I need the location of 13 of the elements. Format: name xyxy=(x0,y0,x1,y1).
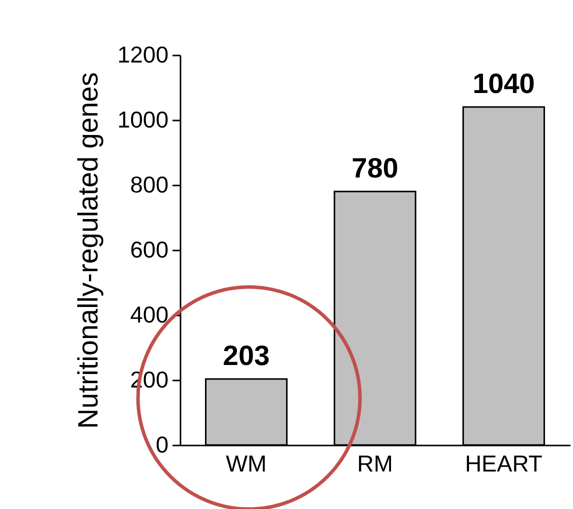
data-label: 780 xyxy=(352,152,398,184)
x-tick-label: WM xyxy=(226,450,267,476)
data-label: 203 xyxy=(222,340,270,372)
x-tick-label: HEART xyxy=(464,450,542,476)
y-tick-label: 600 xyxy=(130,236,168,262)
data-label: 1040 xyxy=(472,68,535,99)
y-tick-label: 1000 xyxy=(117,106,168,132)
y-tick-label: 400 xyxy=(130,302,168,328)
x-tick-label: RM xyxy=(357,450,393,476)
y-tick-label: 800 xyxy=(130,172,168,198)
y-tick-label: 1200 xyxy=(117,42,168,68)
y-axis-title: Nutritionally-regulated genes xyxy=(72,72,104,429)
y-tick-label: 0 xyxy=(156,432,168,458)
